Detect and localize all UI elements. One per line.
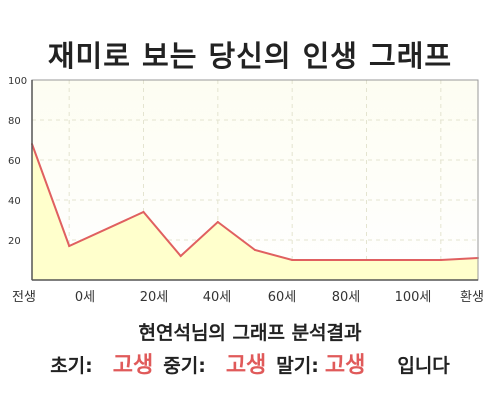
late-label: 말기: bbox=[276, 355, 319, 377]
data-point-7 bbox=[365, 259, 368, 261]
analysis-title: 현연석님의 그래프 분석결과 bbox=[138, 322, 362, 344]
x-tick-label: 100세 bbox=[395, 290, 432, 305]
middle-value: 고생 bbox=[225, 353, 267, 378]
x-tick-label: 0세 bbox=[75, 290, 95, 305]
y-tick-label: 40 bbox=[8, 196, 21, 207]
y-tick-label: 100 bbox=[8, 76, 27, 87]
y-tick-label: 80 bbox=[8, 116, 21, 127]
x-tick-label: 60세 bbox=[268, 290, 297, 305]
axes bbox=[31, 80, 478, 281]
x-tick-label: 환생 bbox=[460, 290, 484, 305]
data-point-3 bbox=[179, 255, 182, 257]
analysis-result: 초기: 고생 중기: 고생 말기: 고생 입니다 bbox=[0, 347, 500, 379]
x-tick-label: 전생 bbox=[12, 290, 36, 305]
chart-title: 재미로 보는 당신의 인생 그래프 bbox=[47, 39, 453, 73]
data-point-6 bbox=[291, 259, 294, 261]
middle-label: 중기: bbox=[163, 355, 206, 377]
area-fill bbox=[32, 144, 478, 280]
y-tick-labels: 20 40 60 80 100 bbox=[8, 76, 27, 247]
x-tick-label: 20세 bbox=[140, 290, 169, 305]
late-value: 고생 bbox=[324, 353, 366, 378]
early-value: 고생 bbox=[112, 353, 154, 378]
y-tick-label: 60 bbox=[8, 156, 21, 167]
data-point-8 bbox=[439, 259, 442, 261]
x-tick-label: 80세 bbox=[332, 290, 361, 305]
y-tick-label: 20 bbox=[8, 236, 21, 247]
data-point-5 bbox=[254, 249, 256, 251]
data-point-1 bbox=[68, 245, 71, 247]
data-point-2 bbox=[142, 211, 145, 213]
series-line bbox=[31, 143, 479, 261]
x-tick-label: 40세 bbox=[203, 290, 232, 305]
result-suffix: 입니다 bbox=[397, 355, 450, 377]
data-point-4 bbox=[216, 221, 219, 223]
x-tick-labels: 전생 0세 20세 40세 60세 80세 100세 환생 bbox=[12, 290, 484, 305]
early-label: 초기: bbox=[50, 355, 93, 377]
